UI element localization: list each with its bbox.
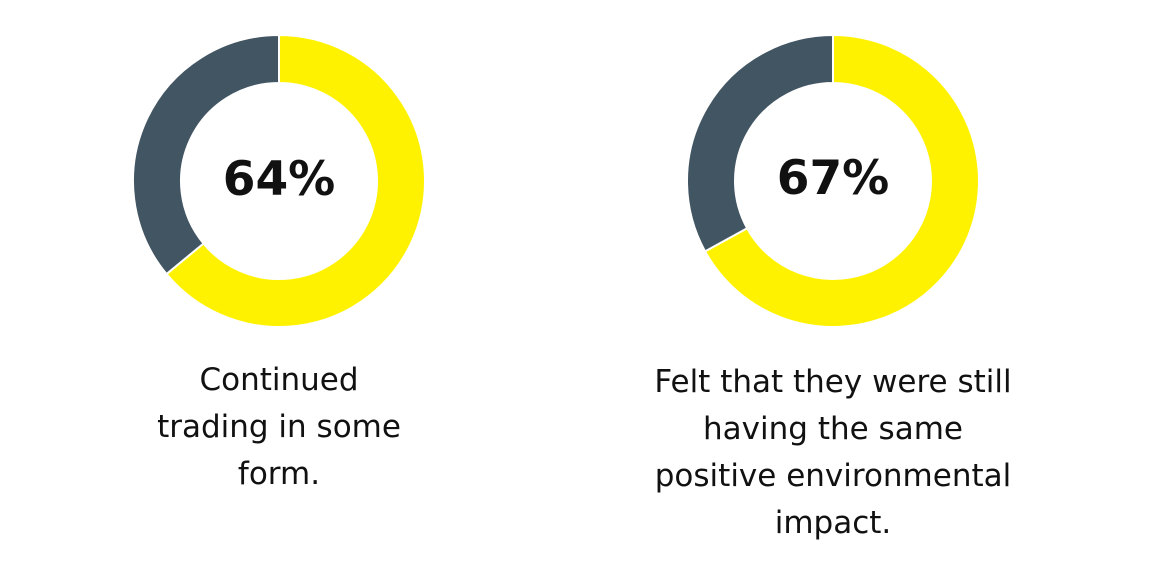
caption-line: form. bbox=[237, 456, 321, 492]
donut-slice-highlight bbox=[165, 33, 426, 328]
stat-card-trading: 64% Continued trading in some form. bbox=[29, 0, 529, 566]
donut-slice-remainder bbox=[132, 33, 280, 276]
caption-line: impact. bbox=[774, 505, 892, 541]
donut-chart-trading: 64% bbox=[132, 33, 426, 328]
center-percentage: 64% bbox=[223, 152, 336, 207]
donut-slice-highlight bbox=[703, 33, 980, 328]
caption-line: having the same bbox=[703, 411, 963, 447]
caption-trading: Continued trading in some form. bbox=[29, 357, 529, 498]
caption-line: positive environmental bbox=[654, 458, 1012, 494]
caption-line: Felt that they were still bbox=[654, 364, 1012, 400]
donut-slice-remainder bbox=[686, 33, 834, 253]
stat-card-environmental-impact: 67% Felt that they were still having the… bbox=[583, 0, 1083, 566]
donut-chart-environmental-impact: 67% bbox=[686, 33, 980, 328]
caption-environmental-impact: Felt that they were still having the sam… bbox=[583, 359, 1083, 547]
caption-line: Continued bbox=[199, 362, 359, 398]
caption-line: trading in some bbox=[157, 409, 401, 445]
center-percentage: 67% bbox=[777, 151, 890, 206]
